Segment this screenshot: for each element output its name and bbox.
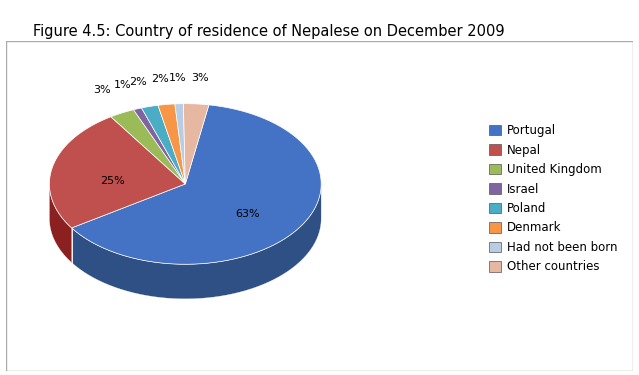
Polygon shape	[141, 105, 185, 184]
Polygon shape	[49, 184, 72, 262]
Polygon shape	[175, 104, 185, 184]
Polygon shape	[158, 104, 185, 184]
Polygon shape	[72, 184, 321, 299]
Polygon shape	[111, 110, 185, 184]
Text: 1%: 1%	[168, 73, 186, 83]
Text: 63%: 63%	[235, 210, 260, 219]
Polygon shape	[183, 104, 209, 184]
Legend: Portugal, Nepal, United Kingdom, Israel, Poland, Denmark, Had not been born, Oth: Portugal, Nepal, United Kingdom, Israel,…	[484, 118, 624, 279]
Text: 25%: 25%	[100, 176, 125, 186]
Text: 3%: 3%	[191, 74, 208, 83]
Text: 2%: 2%	[151, 74, 169, 84]
Polygon shape	[72, 105, 321, 264]
Polygon shape	[49, 117, 185, 228]
Text: 1%: 1%	[113, 80, 131, 90]
Text: 2%: 2%	[130, 76, 147, 87]
Text: 3%: 3%	[93, 85, 111, 95]
Text: Figure 4.5: Country of residence of Nepalese on December 2009: Figure 4.5: Country of residence of Nepa…	[33, 24, 504, 39]
Polygon shape	[134, 108, 185, 184]
